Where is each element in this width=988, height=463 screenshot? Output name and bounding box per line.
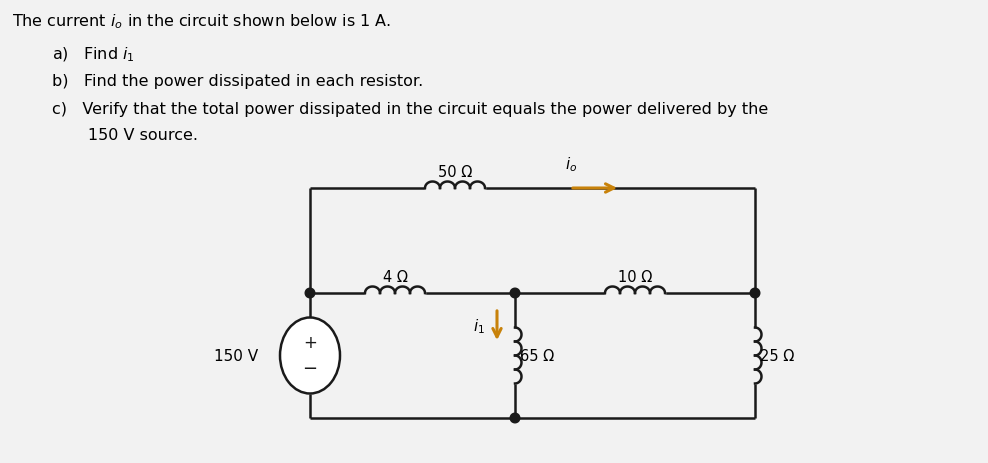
Ellipse shape bbox=[280, 318, 340, 394]
Text: 150 V source.: 150 V source. bbox=[52, 128, 198, 143]
Text: The current $i_o$ in the circuit shown below is 1 A.: The current $i_o$ in the circuit shown b… bbox=[12, 12, 391, 31]
Circle shape bbox=[510, 288, 520, 298]
Text: 150 V: 150 V bbox=[213, 348, 258, 363]
Text: $i_o$: $i_o$ bbox=[565, 155, 577, 174]
Text: b)   Find the power dissipated in each resistor.: b) Find the power dissipated in each res… bbox=[52, 74, 423, 89]
Text: 65 Ω: 65 Ω bbox=[520, 348, 554, 363]
Text: c)   Verify that the total power dissipated in the circuit equals the power deli: c) Verify that the total power dissipate… bbox=[52, 102, 769, 117]
Circle shape bbox=[750, 288, 760, 298]
Circle shape bbox=[510, 413, 520, 423]
Text: +: + bbox=[303, 334, 317, 352]
Text: a)   Find $i_1$: a) Find $i_1$ bbox=[52, 46, 134, 64]
Text: 10 Ω: 10 Ω bbox=[618, 270, 652, 285]
Text: −: − bbox=[302, 360, 317, 378]
Text: 50 Ω: 50 Ω bbox=[438, 165, 472, 180]
Circle shape bbox=[305, 288, 315, 298]
Text: $i_1$: $i_1$ bbox=[473, 317, 485, 335]
Text: 25 Ω: 25 Ω bbox=[760, 348, 794, 363]
Text: 4 Ω: 4 Ω bbox=[382, 270, 407, 285]
